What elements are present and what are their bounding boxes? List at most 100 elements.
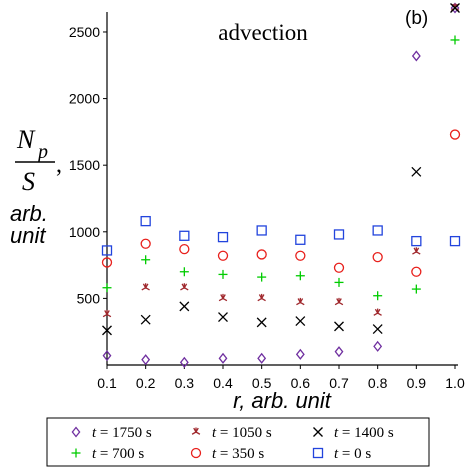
data-point bbox=[450, 3, 460, 13]
data-point bbox=[141, 354, 151, 366]
data-point bbox=[218, 312, 228, 323]
data-point bbox=[256, 225, 267, 236]
data-point bbox=[334, 346, 344, 358]
data-point bbox=[372, 324, 383, 334]
data-point bbox=[450, 35, 460, 45]
data-point bbox=[101, 245, 113, 256]
x-tick-label: 0.1 bbox=[97, 375, 117, 391]
y-tick-label: 2500 bbox=[69, 24, 100, 40]
data-point bbox=[257, 293, 266, 302]
data-point bbox=[179, 243, 190, 255]
data-point bbox=[295, 234, 306, 245]
y-tick-label: 500 bbox=[77, 290, 101, 306]
legend-label: t = 700 s bbox=[92, 446, 144, 462]
y-label-comma: , bbox=[56, 152, 62, 178]
legend-label-t: t bbox=[334, 425, 339, 441]
legend-marker bbox=[71, 448, 81, 458]
legend-label-value: = 1400 s bbox=[338, 425, 394, 441]
legend-marker bbox=[312, 447, 324, 459]
y-tick-label: 1500 bbox=[69, 157, 100, 173]
legend-marker bbox=[313, 427, 323, 437]
legend-label-value: = 700 s bbox=[96, 446, 144, 462]
data-point bbox=[102, 283, 112, 293]
data-point bbox=[372, 251, 383, 263]
data-point bbox=[295, 316, 306, 327]
data-point bbox=[411, 235, 422, 247]
legend-label-value: = 1050 s bbox=[216, 425, 272, 441]
legend-marker bbox=[190, 447, 202, 459]
data-point bbox=[218, 293, 228, 302]
data-point bbox=[141, 283, 150, 291]
data-point bbox=[256, 249, 267, 260]
data-point bbox=[411, 166, 422, 177]
data-point bbox=[102, 309, 112, 318]
y-tick-group: 500 1000 1500 2000 2500 bbox=[69, 24, 107, 306]
data-point bbox=[179, 267, 189, 277]
legend-label-t: t bbox=[334, 446, 339, 462]
x-tick-label: 0.4 bbox=[213, 375, 233, 391]
data-point bbox=[102, 350, 112, 362]
data-point bbox=[180, 283, 189, 291]
y-label-s: S bbox=[22, 167, 35, 196]
x-axis-label: r, arb. unit bbox=[233, 388, 332, 413]
x-label-r: r bbox=[233, 388, 242, 413]
data-point bbox=[334, 321, 344, 332]
data-point bbox=[179, 230, 190, 241]
legend-label: t = 1750 s bbox=[92, 425, 152, 441]
x-tick-label: 0.6 bbox=[291, 375, 311, 391]
data-point bbox=[218, 352, 228, 364]
legend-label-t: t bbox=[212, 425, 217, 441]
data-point bbox=[411, 50, 421, 62]
y-label-unit-line1: arb. bbox=[10, 201, 48, 226]
data-point bbox=[295, 271, 305, 281]
x-tick-label: 1.0 bbox=[445, 375, 465, 391]
panel-label: (b) bbox=[405, 8, 428, 29]
data-point bbox=[449, 129, 461, 140]
legend-label-value: = 350 s bbox=[216, 446, 264, 462]
data-point bbox=[373, 308, 382, 316]
data-point bbox=[257, 352, 267, 364]
chart-title: advection bbox=[218, 20, 308, 45]
data-point bbox=[373, 291, 383, 301]
x-tick-label: 0.3 bbox=[175, 375, 195, 391]
data-point bbox=[372, 225, 383, 236]
data-points bbox=[101, 2, 461, 368]
legend-label-value: = 0 s bbox=[338, 446, 371, 462]
data-point bbox=[334, 297, 344, 306]
x-tick-label: 0.7 bbox=[329, 375, 349, 391]
legend-marker bbox=[71, 426, 81, 438]
data-point bbox=[296, 297, 305, 306]
x-tick-label: 0.5 bbox=[252, 375, 272, 391]
x-tick-label: 0.8 bbox=[368, 375, 388, 391]
x-tick-label: 0.2 bbox=[136, 375, 156, 391]
legend-label: t = 1050 s bbox=[212, 425, 272, 441]
data-point bbox=[449, 235, 461, 247]
data-point bbox=[334, 277, 344, 287]
data-point bbox=[218, 269, 228, 279]
data-point bbox=[411, 266, 422, 277]
data-point bbox=[140, 215, 151, 227]
legend-label: t = 0 s bbox=[334, 446, 371, 462]
x-tick-group: 0.1 0.2 0.3 0.4 0.5 0.6 0.7 0.8 0.9 1.0 bbox=[97, 365, 465, 391]
y-label-unit-line2: unit bbox=[10, 223, 46, 248]
data-point bbox=[411, 284, 421, 294]
data-point bbox=[140, 314, 151, 325]
data-point bbox=[333, 229, 345, 240]
y-axis-label: N p S , arb. unit bbox=[10, 125, 62, 248]
legend-box bbox=[46, 417, 430, 467]
data-point bbox=[217, 250, 229, 261]
legend-marker bbox=[191, 427, 201, 435]
legend-label-t: t bbox=[92, 425, 97, 441]
y-tick-label: 1000 bbox=[69, 224, 100, 240]
y-tick-label: 2000 bbox=[69, 91, 100, 107]
data-point bbox=[412, 247, 421, 255]
x-tick-label: 0.9 bbox=[407, 375, 427, 391]
y-label-subscript: p bbox=[36, 141, 48, 163]
legend-label-t: t bbox=[92, 446, 97, 462]
y-label-n: N bbox=[16, 125, 36, 154]
data-point bbox=[179, 301, 190, 312]
data-point bbox=[257, 272, 267, 282]
data-point bbox=[333, 262, 345, 273]
